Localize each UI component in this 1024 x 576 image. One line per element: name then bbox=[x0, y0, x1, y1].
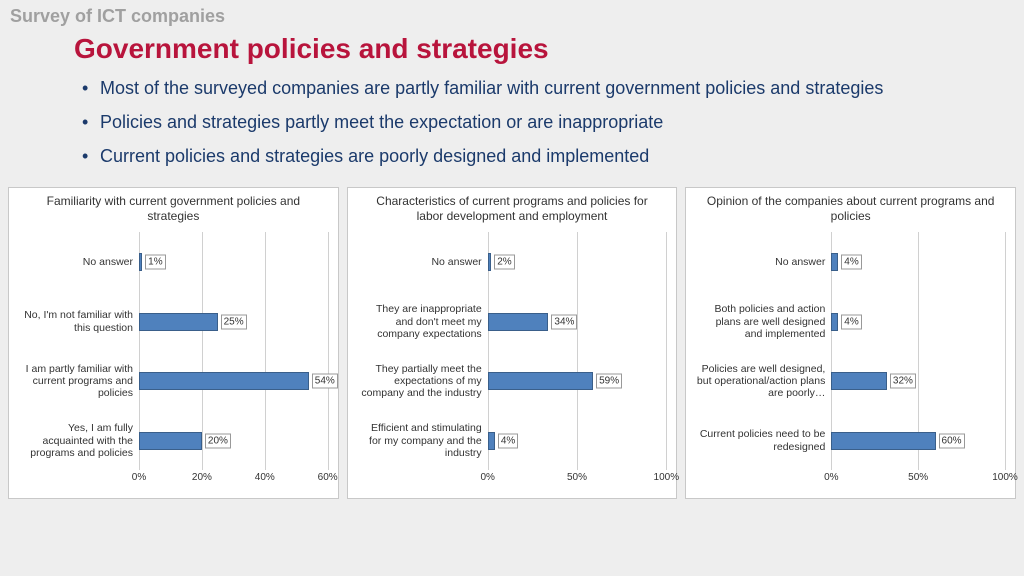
bar-area: 34% bbox=[488, 297, 667, 347]
x-tick-label: 20% bbox=[192, 472, 212, 483]
chart-row: No answer 1% bbox=[19, 237, 328, 287]
chart-title: Opinion of the companies about current p… bbox=[686, 188, 1015, 228]
x-tick-label: 0% bbox=[824, 472, 838, 483]
x-tick-label: 0% bbox=[132, 472, 146, 483]
category-label: No answer bbox=[19, 256, 139, 268]
chart-row: I am partly familiar with current progra… bbox=[19, 356, 328, 406]
bar-value-label: 1% bbox=[145, 255, 165, 270]
x-tick-label: 50% bbox=[908, 472, 928, 483]
bar-value-label: 20% bbox=[205, 433, 231, 448]
bar bbox=[139, 253, 142, 271]
bar-area: 60% bbox=[831, 416, 1005, 466]
category-label: No answer bbox=[358, 256, 488, 268]
chart-row: Policies are well designed, but operatio… bbox=[696, 356, 1005, 406]
chart-plot: No answer 4% Both policies and action plan… bbox=[696, 232, 1005, 470]
category-label: They partially meet the expectations of … bbox=[358, 363, 488, 399]
bar bbox=[831, 253, 838, 271]
x-tick-label: 40% bbox=[255, 472, 275, 483]
chart-row: They are inappropriate and don't meet my… bbox=[358, 297, 667, 347]
category-label: I am partly familiar with current progra… bbox=[19, 363, 139, 399]
x-tick-label: 50% bbox=[567, 472, 587, 483]
bar-value-label: 59% bbox=[596, 374, 622, 389]
category-label: Both policies and action plans are well … bbox=[696, 303, 831, 339]
bar-area: 1% bbox=[139, 237, 328, 287]
category-label: Policies are well designed, but operatio… bbox=[696, 363, 831, 399]
category-label: They are inappropriate and don't meet my… bbox=[358, 303, 488, 339]
bar bbox=[831, 313, 838, 331]
bar-value-label: 4% bbox=[498, 433, 518, 448]
bar-area: 20% bbox=[139, 416, 328, 466]
bar-value-label: 4% bbox=[841, 314, 861, 329]
chart-row: No answer 4% bbox=[696, 237, 1005, 287]
bar bbox=[831, 372, 887, 390]
chart-row: Both policies and action plans are well … bbox=[696, 297, 1005, 347]
bar-area: 2% bbox=[488, 237, 667, 287]
bar-area: 4% bbox=[831, 237, 1005, 287]
gridline bbox=[1005, 232, 1006, 470]
bar-area: 32% bbox=[831, 356, 1005, 406]
bar bbox=[488, 432, 495, 450]
x-tick-label: 100% bbox=[654, 472, 680, 483]
bar-area: 4% bbox=[831, 297, 1005, 347]
x-tick-label: 60% bbox=[318, 472, 338, 483]
bar-area: 25% bbox=[139, 297, 328, 347]
bar-area: 4% bbox=[488, 416, 667, 466]
page-title: Government policies and strategies bbox=[0, 27, 1024, 75]
chart-row: No answer 2% bbox=[358, 237, 667, 287]
bar-value-label: 54% bbox=[312, 374, 338, 389]
gridline bbox=[328, 232, 329, 470]
category-label: Efficient and stimulating for my company… bbox=[358, 422, 488, 458]
bar bbox=[488, 372, 593, 390]
chart-row: Efficient and stimulating for my company… bbox=[358, 416, 667, 466]
chart-row: Current policies need to be redesigned 60… bbox=[696, 416, 1005, 466]
category-label: No, I'm not familiar with this question bbox=[19, 309, 139, 333]
chart-title: Familiarity with current government poli… bbox=[9, 188, 338, 228]
chart-plot: No answer 2% They are inappropriate and do… bbox=[358, 232, 667, 470]
bar-area: 59% bbox=[488, 356, 667, 406]
charts-container: Familiarity with current government poli… bbox=[0, 187, 1024, 499]
gridline bbox=[666, 232, 667, 470]
chart-row: Yes, I am fully acquainted with the prog… bbox=[19, 416, 328, 466]
bar bbox=[139, 432, 202, 450]
survey-label: Survey of ICT companies bbox=[10, 6, 1014, 27]
bar bbox=[831, 432, 935, 450]
chart-panel: Opinion of the companies about current p… bbox=[685, 187, 1016, 499]
chart-plot: No answer 1% No, I'm not familiar with thi… bbox=[19, 232, 328, 470]
category-label: No answer bbox=[696, 256, 831, 268]
chart-row: No, I'm not familiar with this question 2… bbox=[19, 297, 328, 347]
x-tick-label: 100% bbox=[992, 472, 1018, 483]
chart-panel: Characteristics of current programs and … bbox=[347, 187, 678, 499]
category-label: Current policies need to be redesigned bbox=[696, 428, 831, 452]
bar-value-label: 25% bbox=[221, 314, 247, 329]
chart-row: They partially meet the expectations of … bbox=[358, 356, 667, 406]
bar bbox=[139, 372, 309, 390]
bullet-list: Most of the surveyed companies are partl… bbox=[0, 75, 1024, 187]
chart-panel: Familiarity with current government poli… bbox=[8, 187, 339, 499]
bar-value-label: 32% bbox=[890, 374, 916, 389]
bar-value-label: 4% bbox=[841, 255, 861, 270]
bar-value-label: 2% bbox=[494, 255, 514, 270]
bar-area: 54% bbox=[139, 356, 328, 406]
bar bbox=[139, 313, 218, 331]
bar-value-label: 60% bbox=[939, 433, 965, 448]
bullet-item: Most of the surveyed companies are partl… bbox=[100, 75, 984, 101]
bullet-item: Policies and strategies partly meet the … bbox=[100, 109, 984, 135]
bar bbox=[488, 313, 549, 331]
bar-value-label: 34% bbox=[551, 314, 577, 329]
chart-title: Characteristics of current programs and … bbox=[348, 188, 677, 228]
x-tick-label: 0% bbox=[480, 472, 494, 483]
category-label: Yes, I am fully acquainted with the prog… bbox=[19, 422, 139, 458]
bar bbox=[488, 253, 492, 271]
bullet-item: Current policies and strategies are poor… bbox=[100, 143, 984, 169]
